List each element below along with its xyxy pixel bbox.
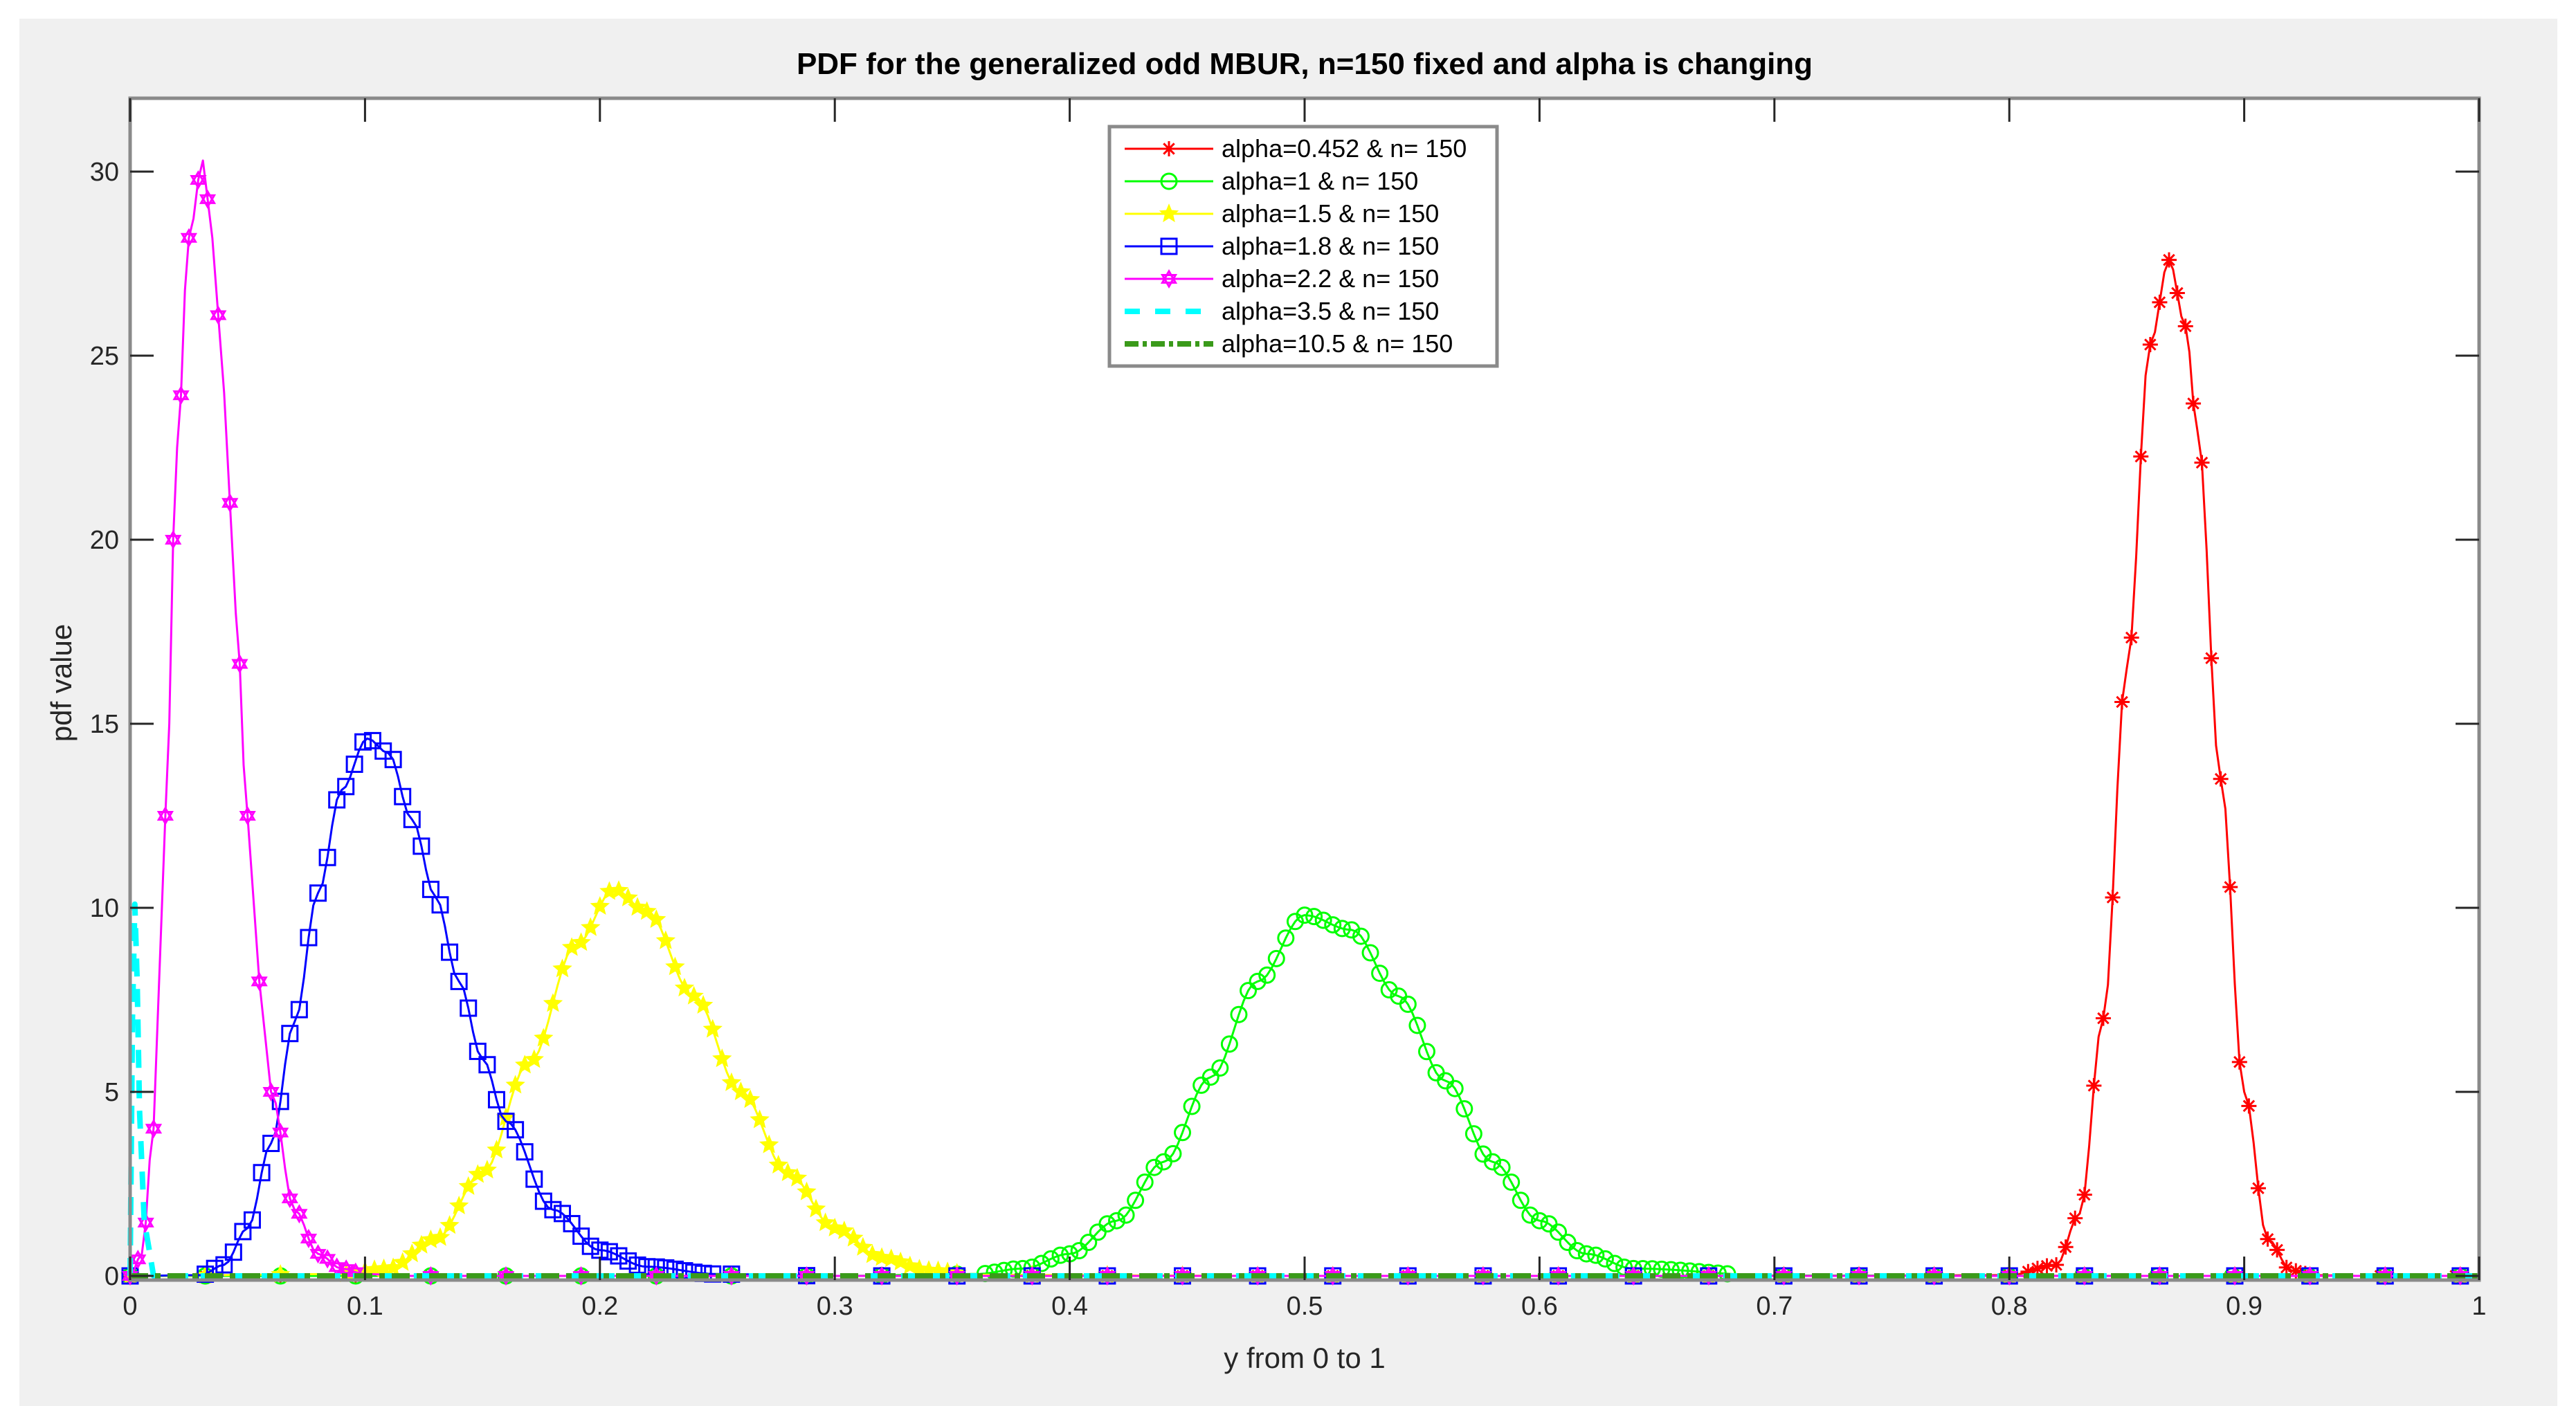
y-axis-label: pdf value <box>45 624 78 742</box>
legend-item[interactable]: alpha=1.5 & n= 150 <box>1125 199 1439 228</box>
x-tick-label: 0.7 <box>1756 1292 1793 1321</box>
y-tick-label: 25 <box>90 342 119 371</box>
x-tick-label: 0.3 <box>817 1292 853 1321</box>
y-tick-label: 10 <box>90 894 119 923</box>
legend-item[interactable]: alpha=2.2 & n= 150 <box>1125 264 1439 293</box>
legend-label: alpha=1.8 & n= 150 <box>1222 232 1439 260</box>
x-tick-label: 0.9 <box>2226 1292 2262 1321</box>
x-tick-label: 1 <box>2471 1292 2486 1321</box>
legend-label: alpha=10.5 & n= 150 <box>1222 329 1453 358</box>
legend-label: alpha=1.5 & n= 150 <box>1222 199 1439 228</box>
legend[interactable]: alpha=0.452 & n= 150 alpha=1 & n= 150 alph… <box>1107 125 1499 368</box>
legend-item[interactable]: alpha=0.452 & n= 150 <box>1125 134 1467 163</box>
x-axis: 0 0.1 0.2 0.3 0.4 0.5 0.6 0.7 0.8 0.9 1 <box>123 98 2487 1321</box>
x-tick-label: 0.4 <box>1051 1292 1088 1321</box>
y-tick-label: 15 <box>90 710 119 739</box>
y-axis: 0 5 10 15 20 25 30 <box>90 158 2479 1291</box>
y-tick-label: 0 <box>105 1262 119 1291</box>
legend-label: alpha=1 & n= 150 <box>1222 167 1418 195</box>
x-tick-label: 0.6 <box>1521 1292 1558 1321</box>
legend-item[interactable]: alpha=1 & n= 150 <box>1125 167 1418 195</box>
legend-item[interactable]: alpha=3.5 & n= 150 <box>1125 297 1439 325</box>
x-tick-label: 0.8 <box>1991 1292 2028 1321</box>
x-tick-label: 0.5 <box>1287 1292 1323 1321</box>
y-tick-label: 20 <box>90 526 119 555</box>
legend-item[interactable]: alpha=10.5 & n= 150 <box>1125 329 1453 358</box>
y-tick-label: 5 <box>105 1078 119 1107</box>
y-tick-label: 30 <box>90 158 119 187</box>
legend-item[interactable]: alpha=1.8 & n= 150 <box>1125 232 1439 260</box>
x-tick-label: 0.2 <box>581 1292 618 1321</box>
x-tick-label: 0 <box>123 1292 137 1321</box>
legend-label: alpha=2.2 & n= 150 <box>1222 264 1439 293</box>
chart-title: PDF for the generalized odd MBUR, n=150 … <box>797 47 1813 81</box>
x-axis-label: y from 0 to 1 <box>1224 1342 1385 1374</box>
legend-label: alpha=3.5 & n= 150 <box>1222 297 1439 325</box>
x-tick-label: 0.1 <box>347 1292 383 1321</box>
figure-window: PDF for the generalized odd MBUR, n=150 … <box>19 19 2557 1406</box>
legend-label: alpha=0.452 & n= 150 <box>1222 134 1467 163</box>
chart-canvas: PDF for the generalized odd MBUR, n=150 … <box>45 47 2487 1374</box>
